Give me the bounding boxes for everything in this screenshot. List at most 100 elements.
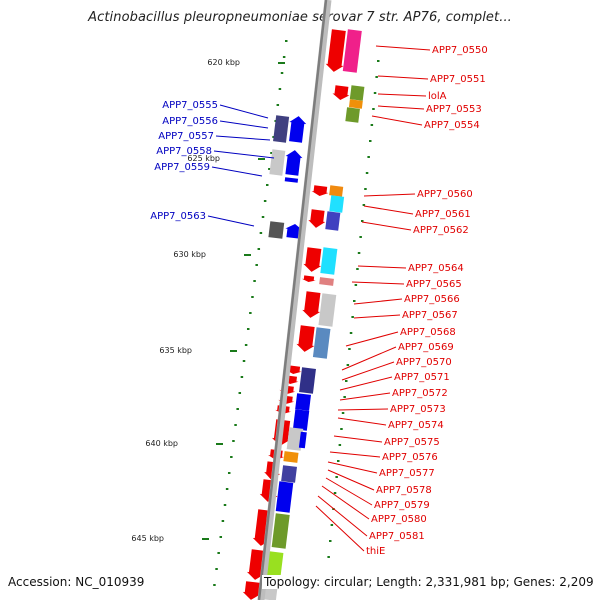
gene-feature-13 — [311, 185, 329, 196]
gene-label-right[interactable]: APP7_0572 — [392, 388, 448, 399]
gene-feature-25 — [312, 327, 331, 359]
gene-label-right[interactable]: APP7_0571 — [394, 372, 450, 383]
label-leader-line — [333, 435, 383, 443]
gene-label-right[interactable]: APP7_0564 — [408, 263, 464, 274]
gene-label-right[interactable]: APP7_0570 — [396, 357, 452, 368]
label-leader-line — [215, 135, 271, 141]
gene-feature-5 — [345, 107, 360, 123]
gene-label-right[interactable]: APP7_0579 — [374, 500, 430, 511]
gene-feature-40 — [281, 465, 297, 483]
gene-label-right[interactable]: APP7_0554 — [424, 120, 480, 131]
label-leader-line — [219, 120, 269, 129]
feature-track — [242, 29, 365, 600]
label-leader-line — [345, 331, 399, 347]
gene-label-left[interactable]: APP7_0558 — [156, 146, 212, 157]
gene-feature-10 — [284, 177, 299, 183]
label-leader-line — [361, 221, 412, 231]
gene-feature-42 — [275, 481, 294, 513]
gene-feature-19 — [320, 247, 338, 275]
scale-ticks: 620 kbp 625 kbp 630 kbp 635 kbp 640 kbp 645 k… — [131, 58, 285, 543]
gene-feature-18 — [303, 247, 322, 272]
scale-tick-label: 620 kbp — [207, 58, 240, 67]
gene-feature-46 — [266, 551, 284, 579]
gene-label-right[interactable]: APP7_0569 — [398, 342, 454, 353]
gene-label-right[interactable]: APP7_0562 — [413, 225, 469, 236]
scale-tick-label: 640 kbp — [145, 439, 178, 448]
gene-feature-11 — [268, 221, 285, 239]
gene-feature-35 — [286, 427, 304, 451]
gene-label-right[interactable]: APP7_0581 — [369, 531, 425, 542]
accession-text: Accession: NC_010939 — [8, 575, 145, 589]
gene-feature-20 — [301, 275, 316, 282]
gene-label-right[interactable]: lolA — [428, 91, 447, 102]
gene-label-right[interactable]: APP7_0566 — [404, 294, 460, 305]
scale-tick-mark — [244, 254, 251, 256]
gene-label-right[interactable]: APP7_0560 — [417, 189, 473, 200]
scale-tick-label: 625 kbp — [187, 154, 220, 163]
label-leader-line — [375, 45, 431, 51]
gene-label-left[interactable]: APP7_0563 — [150, 211, 206, 222]
gene-label-left[interactable]: APP7_0556 — [162, 116, 218, 127]
gene-feature-16 — [308, 209, 326, 228]
gene-label-right[interactable]: APP7_0573 — [390, 404, 446, 415]
gene-label-right[interactable]: APP7_0575 — [384, 437, 440, 448]
label-leader-line — [351, 281, 405, 285]
label-leader-line — [341, 361, 395, 381]
gene-feature-44 — [271, 513, 290, 549]
scale-tick-label: 635 kbp — [159, 346, 192, 355]
scale-tick-mark — [202, 538, 209, 540]
label-leader-line — [363, 205, 414, 215]
gene-feature-15 — [329, 195, 345, 213]
gene-label-right[interactable]: APP7_0578 — [376, 485, 432, 496]
gene-feature-21 — [319, 277, 334, 286]
label-leader-line — [327, 461, 378, 474]
scale-tick-mark — [216, 443, 223, 445]
gene-label-left[interactable]: APP7_0559 — [154, 162, 210, 173]
label-leader-line — [219, 104, 269, 119]
gene-label-left[interactable]: APP7_0557 — [158, 131, 214, 142]
label-leader-line — [325, 477, 373, 506]
gene-label-right[interactable]: APP7_0551 — [430, 74, 486, 85]
label-leader-line — [315, 505, 365, 552]
gene-label-right[interactable]: APP7_0568 — [400, 327, 456, 338]
gene-label-right[interactable]: APP7_0565 — [406, 279, 462, 290]
scale-tick-label: 630 kbp — [173, 250, 206, 259]
gene-label-right[interactable]: APP7_0580 — [371, 514, 427, 525]
gene-label-right[interactable]: APP7_0553 — [426, 104, 482, 115]
gene-label-right[interactable]: APP7_0561 — [415, 209, 471, 220]
label-leader-line — [377, 75, 429, 80]
map-title: Actinobacillus pleuropneumoniae serovar … — [88, 10, 512, 25]
gene-feature-4 — [348, 99, 363, 109]
gene-label-right[interactable]: APP7_0574 — [388, 420, 444, 431]
gene-label-left[interactable]: APP7_0555 — [162, 100, 218, 111]
gene-feature-33 — [292, 409, 310, 431]
gene-feature-3 — [349, 85, 365, 101]
label-leader-line — [339, 376, 393, 391]
label-leader-line — [353, 298, 403, 305]
label-leader-line — [321, 485, 370, 520]
gene-feature-8 — [269, 149, 286, 176]
label-leader-line — [353, 314, 401, 319]
label-leader-line — [327, 469, 375, 491]
gene-feature-47 — [242, 581, 261, 600]
gene-label-right[interactable]: APP7_0567 — [402, 310, 458, 321]
gene-label-right[interactable]: APP7_0550 — [432, 45, 488, 56]
scale-tick-mark — [230, 350, 237, 352]
gene-feature-9 — [285, 150, 303, 176]
label-leader-line — [357, 265, 407, 269]
gene-label-right[interactable]: thiE — [366, 546, 385, 557]
gene-feature-6 — [273, 115, 290, 143]
label-leader-line — [211, 166, 263, 177]
label-leader-line — [377, 93, 427, 97]
gene-feature-31 — [295, 393, 312, 411]
gene-labels: APP7_0555 APP7_0556 APP7_0557 APP7_0558 APP7… — [150, 45, 487, 557]
label-leader-line — [339, 392, 391, 401]
gene-label-right[interactable]: APP7_0577 — [379, 468, 435, 479]
gene-label-right[interactable]: APP7_0576 — [382, 452, 438, 463]
scale-tick-mark — [258, 158, 265, 160]
gene-feature-36 — [298, 431, 307, 449]
gene-feature-2 — [332, 85, 350, 100]
label-leader-line — [207, 215, 255, 227]
backbone — [257, 0, 332, 600]
topology-text: Topology: circular; Length: 2,331,981 bp… — [262, 575, 596, 589]
